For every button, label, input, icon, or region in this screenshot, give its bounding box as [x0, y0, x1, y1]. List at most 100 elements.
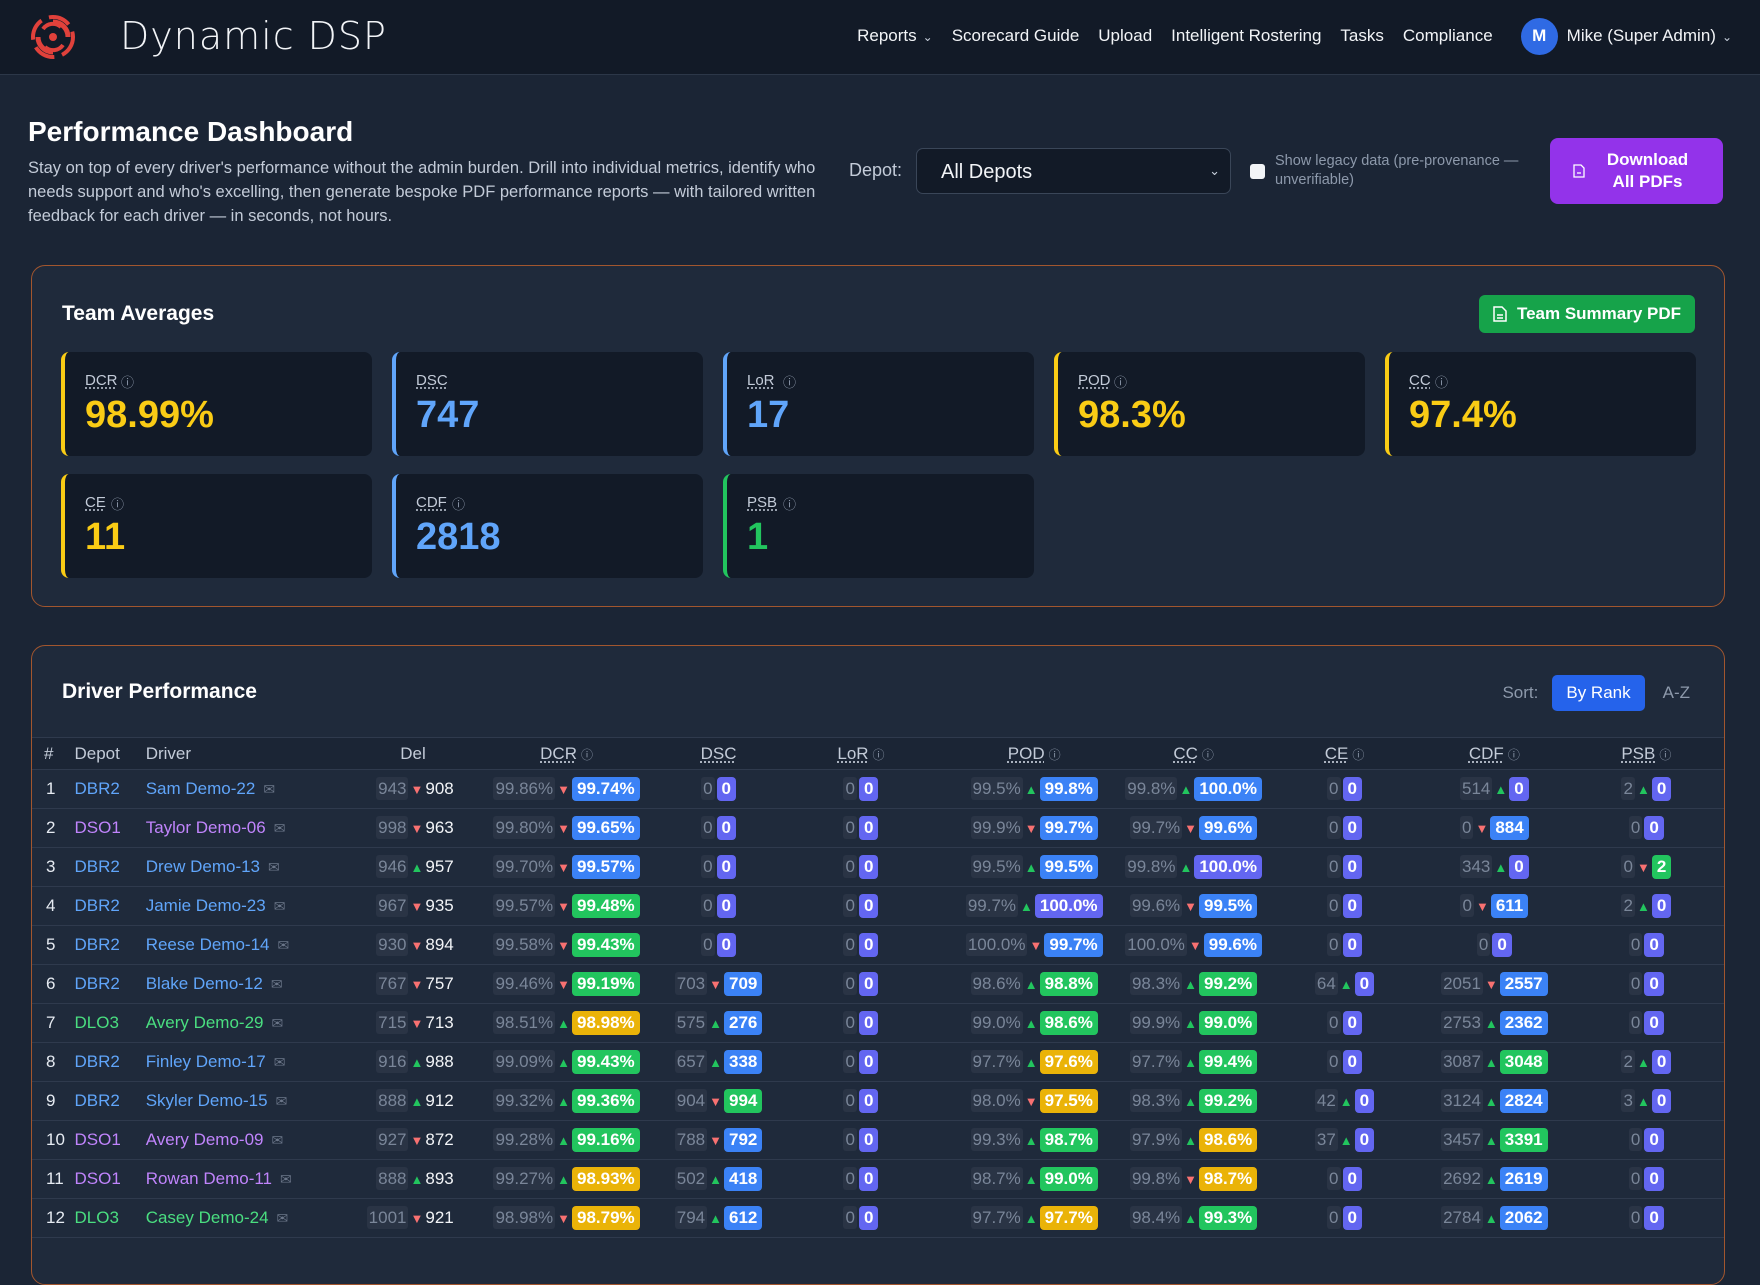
table-row[interactable]: 9 DBR2 Skyler Demo-15 ✉ 888 ▲ 912 99.32% ▲ 99.36%… [32, 1081, 1724, 1121]
current-value-badge: 99.7% [1044, 933, 1103, 957]
table-row[interactable]: 7 DLO3 Avery Demo-29 ✉ 715 ▼ 713 98.51% ▲ 98.98% 5… [32, 1003, 1724, 1043]
table-row[interactable]: 8 DBR2 Finley Demo-17 ✉ 916 ▲ 988 99.09% ▲ 99.43%… [32, 1042, 1724, 1082]
sort-by-rank-button[interactable]: By Rank [1552, 675, 1645, 711]
mail-icon[interactable]: ✉ [268, 859, 280, 875]
column-header-lor[interactable]: LoR ⓘ [771, 737, 951, 770]
table-row[interactable]: 1 DBR2 Sam Demo-22 ✉ 943 ▼ 908 99.86% ▼ 99.74% 0 0 0… [32, 769, 1724, 809]
table-row[interactable]: 11 DSO1 Rowan Demo-11 ✉ 888 ▲ 893 99.27% ▲ 98.93%… [32, 1159, 1724, 1199]
column-header-ce[interactable]: CE ⓘ [1269, 737, 1420, 770]
depot-select-value: All Depots [941, 161, 1033, 183]
driver-name-link[interactable]: Avery Demo-29 [145, 1013, 264, 1032]
mail-icon[interactable]: ✉ [270, 976, 283, 992]
column-header-dsc[interactable]: DSC [665, 737, 772, 770]
mail-icon[interactable]: ✉ [275, 1093, 288, 1109]
current-value-badge: 2062 [1499, 1206, 1548, 1230]
column-header-cc[interactable]: CC ⓘ [1118, 737, 1270, 770]
info-icon[interactable]: ⓘ [1659, 747, 1672, 762]
current-value-badge: 99.5% [1199, 894, 1258, 918]
info-icon[interactable]: ⓘ [111, 497, 125, 512]
previous-value: 2 [1621, 894, 1635, 917]
mail-icon[interactable]: ✉ [276, 1210, 289, 1226]
mail-icon[interactable]: ✉ [277, 937, 290, 953]
table-row[interactable]: 6 DBR2 Blake Demo-12 ✉ 767 ▼ 757 99.46% ▼ 99.19% 7… [32, 964, 1724, 1004]
brand-name[interactable]: Dynamic DSP [120, 14, 387, 58]
column-header-cdf[interactable]: CDF ⓘ [1419, 737, 1569, 770]
table-row[interactable]: 3 DBR2 Drew Demo-13 ✉ 946 ▲ 957 99.70% ▼ 99.57% 0 0… [32, 847, 1724, 887]
mail-icon[interactable]: ✉ [273, 820, 286, 836]
cc-cell: 99.8% ▼ 98.7% [1118, 1159, 1270, 1199]
info-icon[interactable]: ⓘ [452, 497, 466, 512]
download-all-pdfs-button[interactable]: Download All PDFs [1550, 138, 1723, 204]
mail-icon[interactable]: ✉ [263, 781, 276, 797]
info-icon[interactable]: ⓘ [872, 747, 885, 762]
info-icon[interactable]: ⓘ [1435, 375, 1449, 390]
table-row[interactable]: 10 DSO1 Avery Demo-09 ✉ 927 ▼ 872 99.28% ▲ 99.16%… [32, 1120, 1724, 1160]
nav-scorecard-guide[interactable]: Scorecard Guide [951, 26, 1080, 45]
nav-reports[interactable]: Reports ⌄ [857, 26, 933, 46]
chevron-down-icon: ⌄ [1721, 30, 1732, 44]
avatar[interactable]: M [1520, 17, 1558, 55]
info-icon[interactable]: ⓘ [580, 747, 593, 762]
table-row[interactable]: 12 DLO3 Casey Demo-24 ✉ 1001 ▼ 921 98.98% ▼ 98.79… [32, 1198, 1724, 1238]
arrow-up-icon: ▲ [1636, 1094, 1650, 1109]
sort-a-z-button[interactable]: A-Z [1662, 683, 1690, 702]
team-summary-pdf-button[interactable]: Team Summary PDF [1479, 295, 1695, 333]
driver-name-link[interactable]: Skyler Demo-15 [145, 1091, 268, 1110]
mail-icon[interactable]: ✉ [273, 1054, 286, 1070]
current-value-badge: 0 [716, 816, 737, 840]
column-header-pod[interactable]: POD ⓘ [950, 737, 1119, 770]
depot-cell: DBR2 [74, 925, 146, 965]
dcr-cell: 99.32% ▲ 99.36% [467, 1081, 666, 1121]
driver-name-link[interactable]: Rowan Demo-11 [145, 1169, 272, 1188]
info-icon[interactable]: ⓘ [1507, 747, 1520, 762]
driver-name-link[interactable]: Casey Demo-24 [145, 1208, 269, 1227]
info-icon[interactable]: ⓘ [1114, 375, 1128, 390]
mail-icon[interactable]: ✉ [271, 1015, 284, 1031]
driver-name-link[interactable]: Jamie Demo-23 [145, 896, 266, 915]
current-value-badge: 0 [1342, 1011, 1362, 1035]
depot-select[interactable]: All Depots ⌄ [916, 148, 1231, 194]
user-menu[interactable]: Mike (Super Admin) ⌄ [1567, 26, 1732, 46]
driver-name-link[interactable]: Finley Demo-17 [145, 1052, 266, 1071]
column-header-dcr[interactable]: DCR ⓘ [467, 737, 666, 770]
table-row[interactable]: 5 DBR2 Reese Demo-14 ✉ 930 ▼ 894 99.58% ▼ 99.43% 0… [32, 925, 1724, 965]
nav-intelligent-rostering[interactable]: Intelligent Rostering [1171, 26, 1322, 45]
table-row[interactable]: 2 DSO1 Taylor Demo-06 ✉ 998 ▼ 963 99.80% ▼ 99.65%… [32, 808, 1724, 848]
previous-value: 0 [1327, 1011, 1341, 1034]
dcr-cell: 99.28% ▲ 99.16% [467, 1120, 666, 1160]
info-icon[interactable]: ⓘ [1352, 747, 1365, 762]
table-row[interactable]: 4 DBR2 Jamie Demo-23 ✉ 967 ▼ 935 99.57% ▼ 99.48% 0… [32, 886, 1724, 926]
driver-name-link[interactable]: Reese Demo-14 [145, 935, 270, 954]
arrow-down-icon: ▼ [557, 782, 570, 797]
previous-value: 0 [1327, 855, 1341, 878]
current-value-badge: 0 [1644, 972, 1664, 996]
info-icon[interactable]: ⓘ [1048, 747, 1061, 762]
cc-cell: 98.3% ▲ 99.2% [1118, 964, 1270, 1004]
info-icon[interactable]: ⓘ [121, 375, 135, 390]
brand-logo-icon[interactable] [28, 12, 78, 62]
nav-compliance[interactable]: Compliance [1402, 26, 1493, 45]
driver-name-link[interactable]: Blake Demo-12 [145, 974, 263, 993]
info-icon[interactable]: ⓘ [783, 497, 797, 512]
mail-icon[interactable]: ✉ [280, 1171, 292, 1187]
driver-name-link[interactable]: Taylor Demo-06 [145, 818, 266, 837]
current-value-badge: 0 [1644, 1011, 1664, 1035]
nav-tasks[interactable]: Tasks [1340, 26, 1384, 45]
previous-value: 99.9% [970, 816, 1023, 839]
driver-name-link[interactable]: Avery Demo-09 [145, 1130, 264, 1149]
current-value-badge: 98.93% [572, 1167, 640, 1191]
del-cell: 998 ▼ 963 [358, 808, 468, 848]
nav-upload[interactable]: Upload [1098, 26, 1153, 45]
driver-name-link[interactable]: Drew Demo-13 [145, 857, 261, 876]
info-icon[interactable]: ⓘ [1201, 747, 1214, 762]
download-all-pdfs-label: Download All PDFs [1606, 150, 1689, 191]
column-header-psb[interactable]: PSB ⓘ [1568, 737, 1724, 770]
legacy-data-checkbox[interactable] [1250, 164, 1265, 179]
legacy-data-toggle[interactable]: Show legacy data (pre-provenance — unver… [1250, 152, 1540, 190]
current-value-badge: 338 [723, 1050, 763, 1074]
info-icon[interactable]: ⓘ [783, 375, 797, 390]
mail-icon[interactable]: ✉ [273, 898, 286, 914]
mail-icon[interactable]: ✉ [271, 1132, 284, 1148]
driver-name-link[interactable]: Sam Demo-22 [145, 779, 256, 798]
